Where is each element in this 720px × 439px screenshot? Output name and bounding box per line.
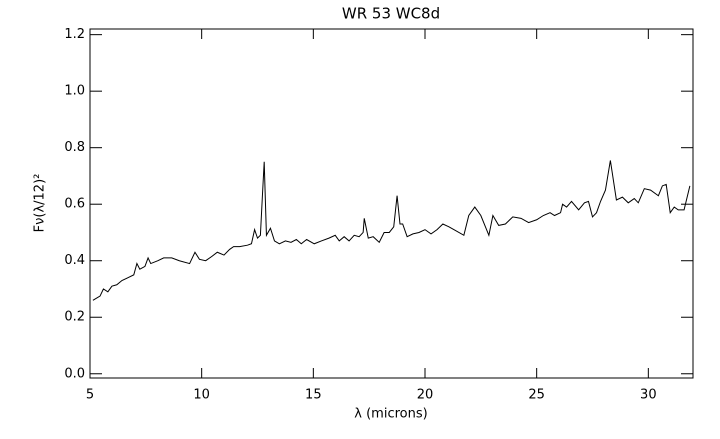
y-tick-label: 1.0: [64, 84, 85, 99]
y-tick-label: 1.2: [64, 27, 85, 42]
chart-title: WR 53 WC8d: [342, 5, 440, 23]
x-axis-label: λ (microns): [354, 407, 427, 422]
y-tick-label: 0.0: [64, 366, 85, 381]
y-tick-label: 0.2: [64, 310, 85, 325]
x-tick-label: 5: [86, 388, 94, 403]
x-tick-label: 25: [528, 388, 545, 403]
x-tick-label: 20: [417, 388, 434, 403]
y-tick-label: 0.8: [64, 140, 85, 155]
y-axis-label: Fν(λ/12)²: [33, 174, 48, 233]
x-tick-label: 10: [193, 388, 210, 403]
x-tick-label: 30: [640, 388, 657, 403]
plot-frame: [89, 28, 694, 379]
x-tick-label: 15: [305, 388, 322, 403]
y-tick-label: 0.6: [64, 197, 85, 212]
spectrum-line: [92, 160, 691, 301]
y-tick-label: 0.4: [64, 253, 85, 268]
